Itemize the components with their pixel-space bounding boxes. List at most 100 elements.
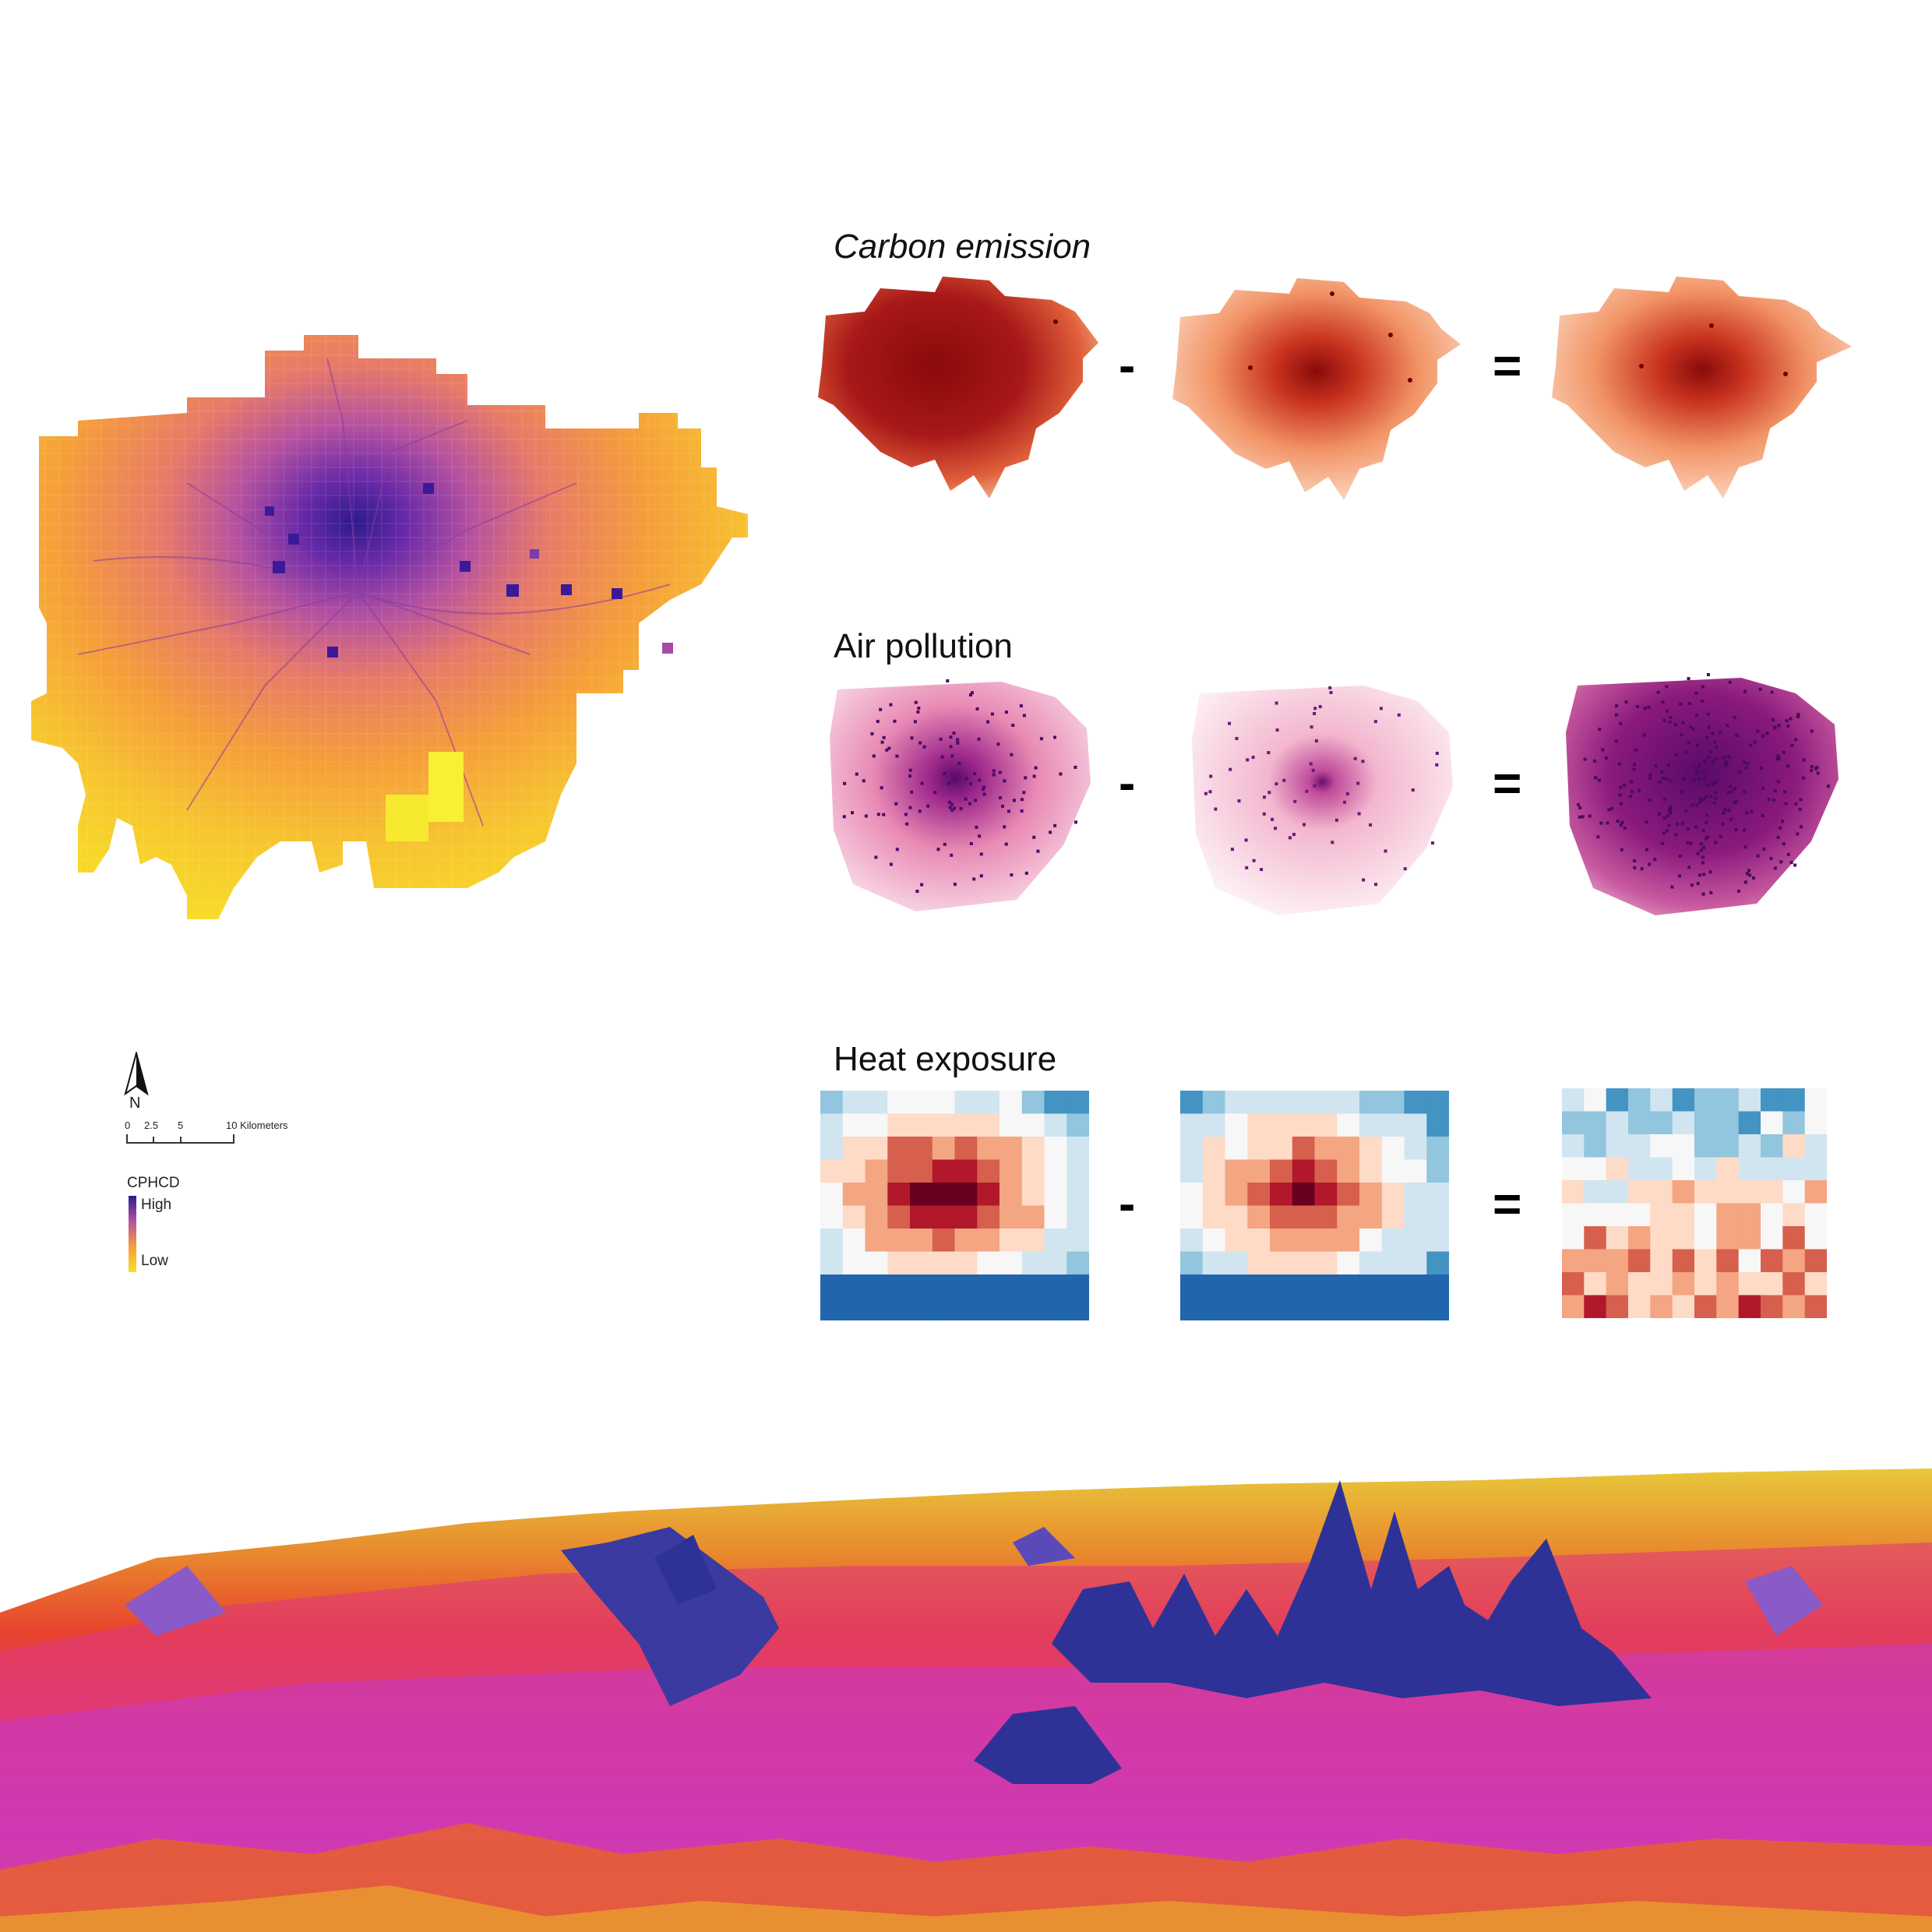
heat-cell xyxy=(1270,1113,1293,1137)
heat-cell xyxy=(1672,1272,1695,1296)
heat-cell xyxy=(977,1274,1000,1298)
heat-cell xyxy=(910,1274,933,1298)
pollution-dot xyxy=(862,779,866,783)
pollution-dot xyxy=(1752,876,1755,880)
pollution-dot xyxy=(1826,784,1830,788)
heat-cell xyxy=(1606,1295,1629,1318)
pollution-dot xyxy=(1700,798,1704,802)
heat-cell xyxy=(1584,1134,1607,1158)
heat-title: Heat exposure xyxy=(834,1040,1057,1078)
heat-cell xyxy=(1650,1226,1673,1250)
heat-cell xyxy=(887,1137,911,1160)
pollution-dot xyxy=(1761,787,1765,791)
heat-cell xyxy=(1225,1113,1248,1137)
pollution-dot xyxy=(1274,827,1278,830)
pollution-dot xyxy=(1314,739,1318,743)
pollution-dot xyxy=(1769,857,1773,860)
heat-cell xyxy=(1021,1274,1045,1298)
pollution-dot xyxy=(1636,705,1640,708)
heat-cell xyxy=(1694,1157,1717,1181)
heat-cell xyxy=(1225,1091,1248,1114)
pollution-dot xyxy=(939,737,943,741)
pollution-dot xyxy=(1669,808,1673,812)
heat-cell xyxy=(1314,1274,1338,1298)
pollution-dot xyxy=(1010,873,1014,877)
heat-cell xyxy=(1672,1226,1695,1250)
heat-cell xyxy=(842,1091,866,1114)
pollution-dot xyxy=(1746,762,1750,766)
heat-cell xyxy=(1562,1157,1585,1181)
pollution-dot xyxy=(1618,793,1622,797)
heat-cell xyxy=(1584,1180,1607,1204)
heat-cell xyxy=(1381,1091,1405,1114)
pollution-dot xyxy=(1343,800,1346,804)
pollution-dot xyxy=(914,700,918,704)
heat-cell xyxy=(1021,1183,1045,1206)
heat-cell xyxy=(1314,1229,1338,1252)
pollution-dot xyxy=(1229,767,1232,771)
pollution-dot xyxy=(1706,712,1710,716)
heat-cell xyxy=(1584,1249,1607,1273)
heat-cell xyxy=(910,1113,933,1137)
pollution-dot xyxy=(1761,813,1765,817)
pollution-dot xyxy=(1729,784,1732,788)
pollution-dot xyxy=(979,874,983,878)
pollution-dot xyxy=(1643,707,1647,710)
heat-cell xyxy=(1782,1226,1806,1250)
pollution-dot xyxy=(1369,823,1373,827)
heat-cell xyxy=(1426,1205,1449,1229)
heat-cell xyxy=(954,1297,978,1320)
pollution-dot xyxy=(1772,799,1776,802)
high-cells xyxy=(265,483,622,658)
pollution-dot xyxy=(1810,765,1814,769)
pollution-dot xyxy=(1053,823,1057,827)
heat-cell xyxy=(1650,1295,1673,1318)
pollution-dot xyxy=(1311,768,1315,772)
legend-title: CPHCD xyxy=(127,1175,180,1191)
pollution-dot xyxy=(895,848,899,851)
pollution-dot xyxy=(1747,869,1750,873)
pollution-dot xyxy=(926,804,930,808)
pollution-dot xyxy=(1729,790,1733,794)
pollution-dot xyxy=(950,754,954,758)
heat-cell xyxy=(1426,1229,1449,1252)
heat-cell xyxy=(1270,1159,1293,1183)
heat-cell xyxy=(1225,1159,1248,1183)
pollution-dot xyxy=(1012,799,1016,802)
pollution-dot xyxy=(1796,832,1800,836)
heat-cell xyxy=(1044,1091,1067,1114)
pollution-dot xyxy=(1694,691,1698,695)
heat-cell xyxy=(1738,1249,1761,1273)
heat-cell xyxy=(1180,1183,1204,1206)
heat-cell xyxy=(1804,1249,1827,1273)
heat-cell xyxy=(1180,1229,1204,1252)
heat-cell xyxy=(1804,1111,1827,1135)
heat-cell xyxy=(1804,1295,1827,1318)
pollution-dot xyxy=(1230,848,1234,851)
heat-cell xyxy=(1044,1159,1067,1183)
heat-cell xyxy=(910,1205,933,1229)
heat-cell xyxy=(1404,1113,1427,1137)
heat-cell xyxy=(842,1113,866,1137)
heat-equals: = xyxy=(1493,1176,1522,1232)
heat-cell xyxy=(1606,1203,1629,1227)
pollution-dot xyxy=(889,862,893,866)
north-arrow xyxy=(124,1052,149,1096)
heat-cell xyxy=(977,1113,1000,1137)
pollution-dot xyxy=(975,825,978,829)
pollution-dot xyxy=(1698,800,1702,804)
pollution-dot xyxy=(1687,677,1690,681)
pollution-dot xyxy=(1701,892,1705,896)
pollution-dot xyxy=(1619,785,1623,789)
pollution-dot xyxy=(917,707,921,710)
pollution-dot xyxy=(1663,797,1667,801)
heat-cell xyxy=(1225,1274,1248,1298)
pollution-dot xyxy=(1727,755,1731,759)
heat-cell xyxy=(1584,1226,1607,1250)
pollution-dot xyxy=(1708,870,1712,874)
heat-cell xyxy=(1738,1272,1761,1296)
pollution-dot xyxy=(876,813,880,816)
heat-cell xyxy=(1359,1113,1383,1137)
heat-cell xyxy=(1314,1113,1338,1137)
pollution-dot xyxy=(1619,721,1623,725)
